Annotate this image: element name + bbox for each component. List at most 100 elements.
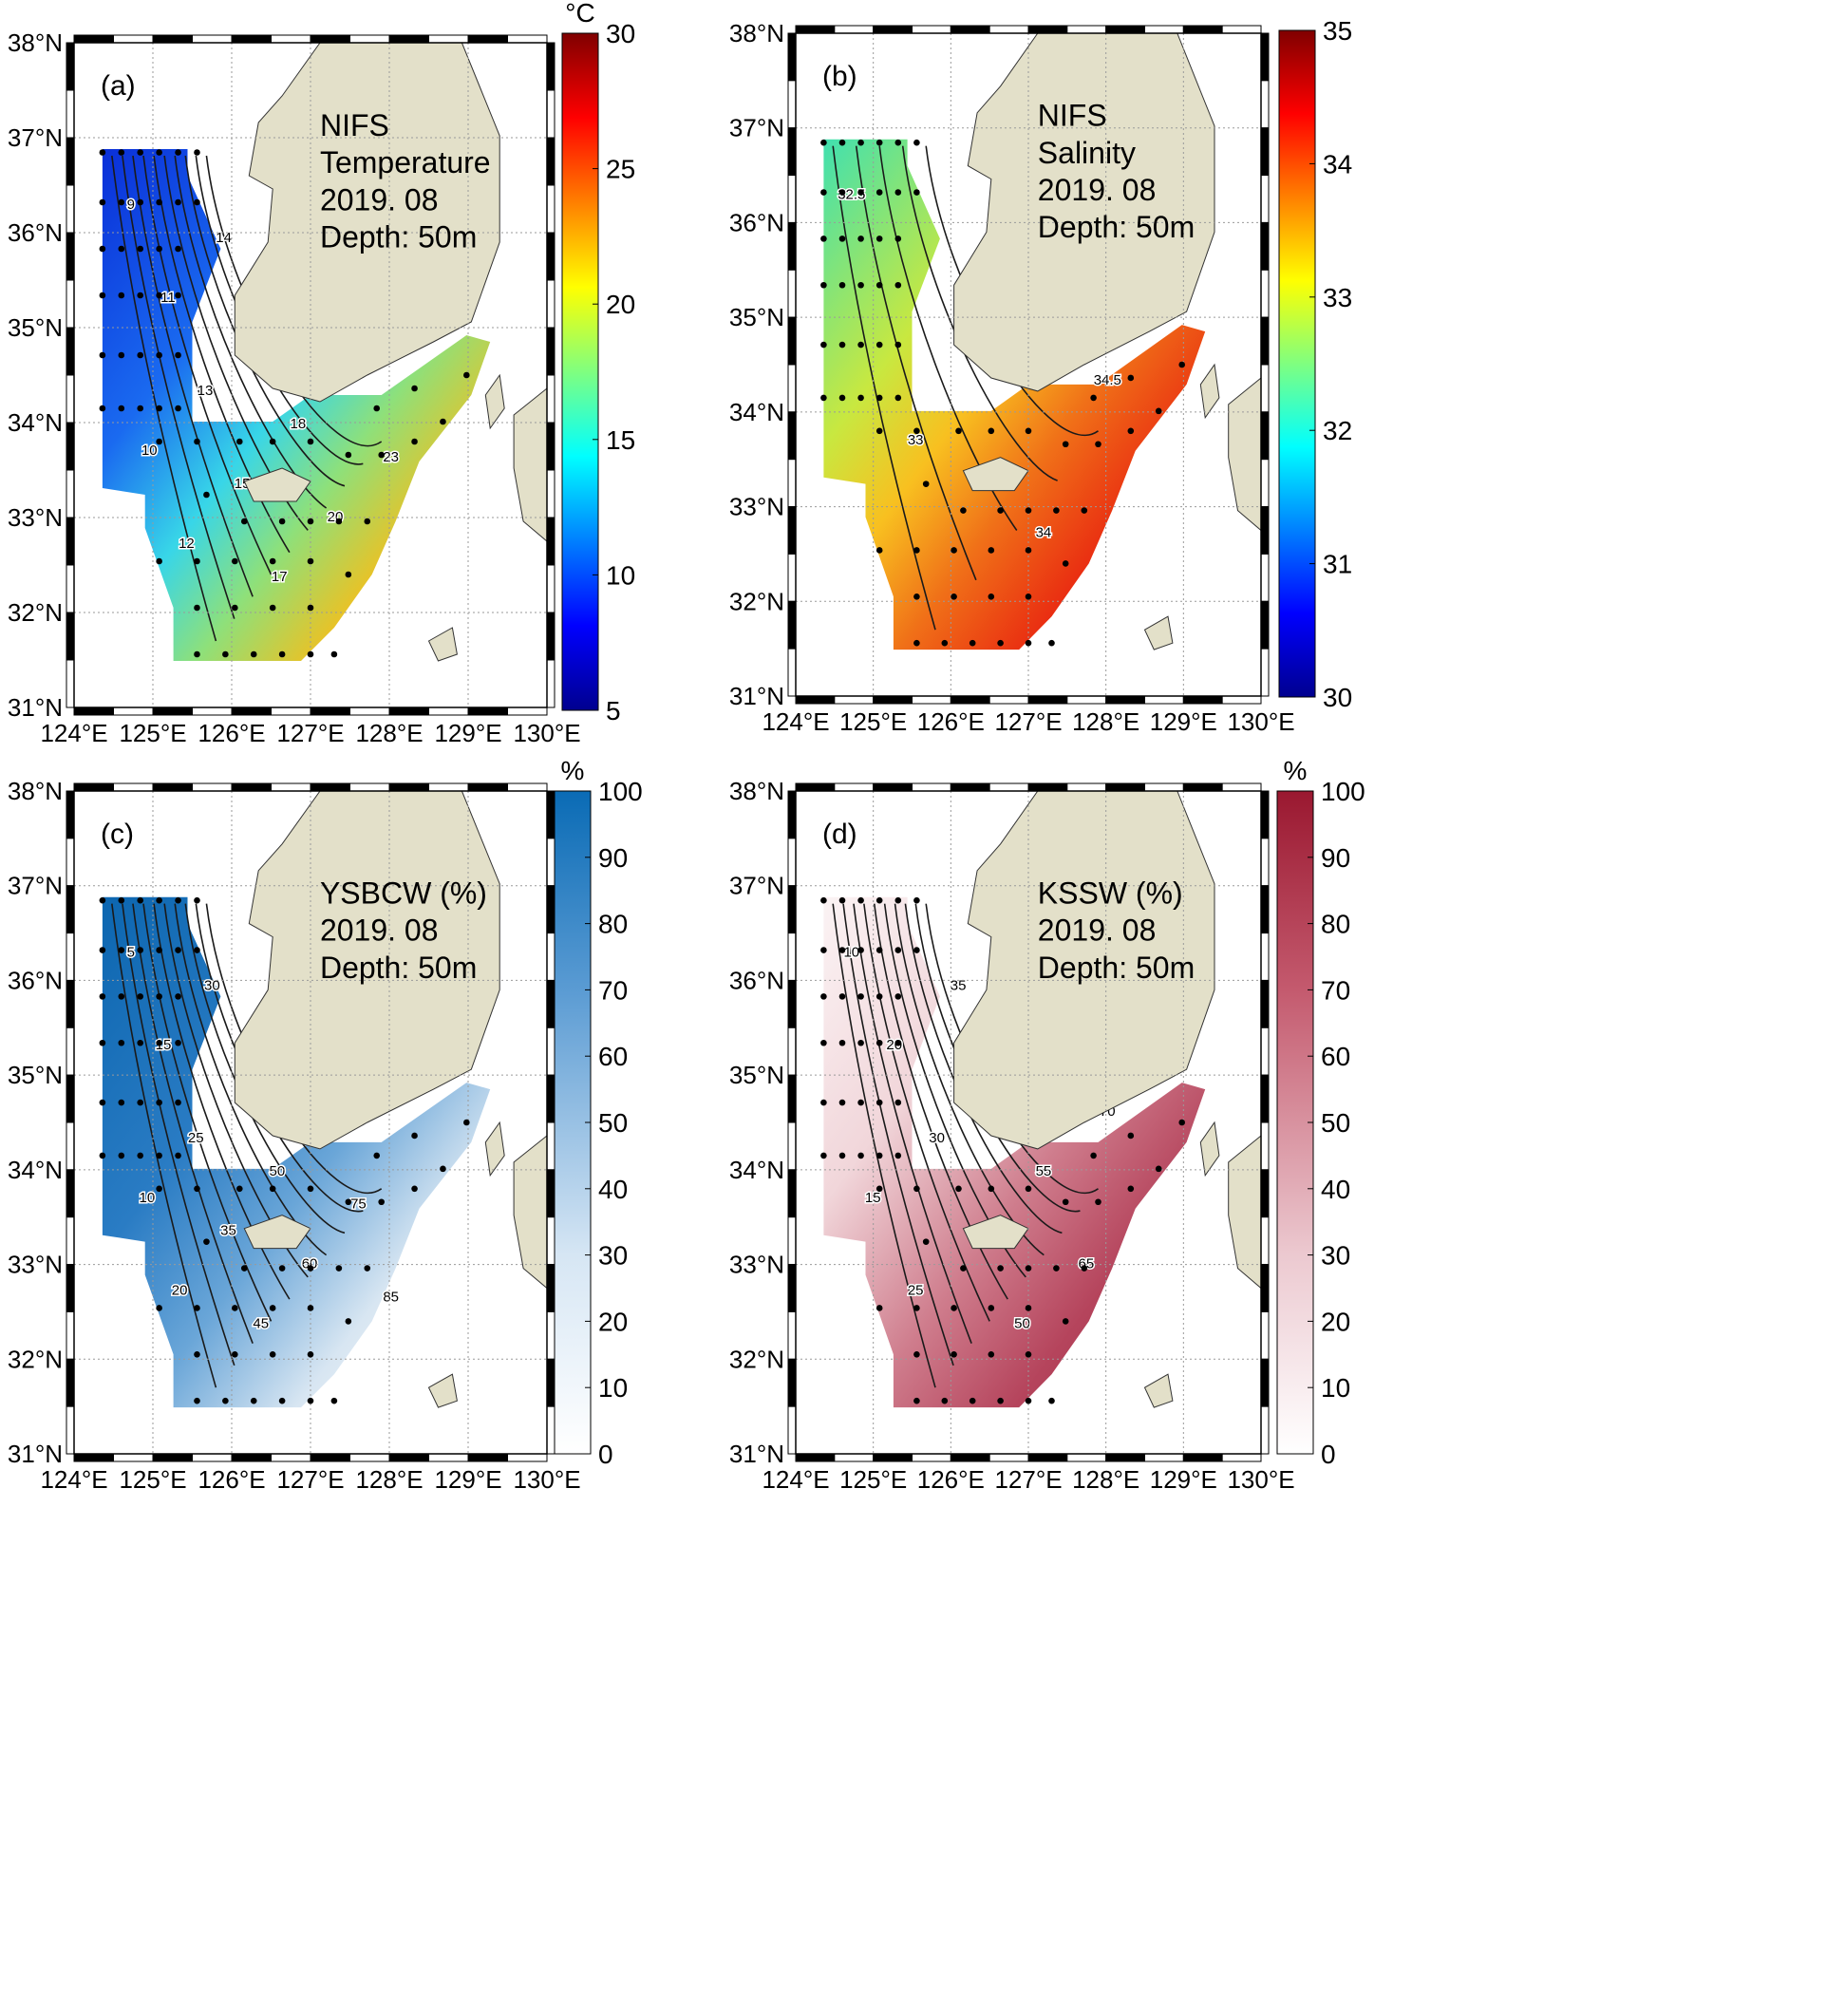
station-dot bbox=[913, 189, 920, 196]
station-dot bbox=[894, 1099, 902, 1106]
station-dot bbox=[857, 993, 864, 1000]
station-dot bbox=[913, 896, 920, 904]
station-dot bbox=[411, 385, 418, 392]
station-dot bbox=[838, 993, 846, 1000]
colorbar-tick-label: 32 bbox=[1323, 416, 1352, 445]
station-dot bbox=[1053, 1265, 1060, 1272]
station-dot bbox=[997, 639, 1004, 647]
station-dot bbox=[857, 341, 864, 349]
station-dot bbox=[988, 1351, 995, 1358]
station-dot bbox=[156, 1152, 162, 1159]
colorbar-tick-label: 10 bbox=[1321, 1373, 1350, 1403]
station-dot bbox=[1062, 1198, 1069, 1206]
station-dot bbox=[1090, 1152, 1097, 1159]
land-island bbox=[1143, 615, 1174, 650]
station-dot bbox=[203, 491, 210, 499]
land-tsushima bbox=[1199, 363, 1220, 420]
land-island bbox=[427, 1373, 458, 1408]
station-dot bbox=[236, 1185, 243, 1193]
station-dot bbox=[969, 1397, 976, 1404]
panel-label: (d) bbox=[822, 819, 857, 850]
station-dot bbox=[955, 427, 962, 435]
station-dot bbox=[913, 639, 920, 647]
colorbar-tick-label: 40 bbox=[598, 1175, 628, 1204]
station-dot bbox=[99, 1152, 106, 1159]
lon-tick-label: 128°E bbox=[355, 719, 423, 747]
lat-tick-label: 36°N bbox=[8, 966, 63, 994]
station-dot bbox=[951, 1305, 957, 1311]
lat-tick-label: 32°N bbox=[8, 598, 63, 627]
station-dot bbox=[922, 480, 930, 487]
station-dot bbox=[330, 1397, 338, 1404]
field-shading bbox=[102, 149, 491, 661]
station-dot bbox=[118, 1039, 125, 1046]
station-dot bbox=[857, 281, 864, 289]
station-dot bbox=[1178, 361, 1185, 368]
contour-label: 10 bbox=[843, 945, 859, 961]
station-dot bbox=[278, 1397, 286, 1404]
station-dot bbox=[269, 1185, 276, 1193]
colorbar-tick-label: 34 bbox=[1323, 149, 1352, 179]
station-dot bbox=[988, 593, 995, 600]
station-dot bbox=[875, 341, 883, 349]
station-dot bbox=[838, 896, 846, 904]
station-dot bbox=[99, 351, 106, 359]
station-dot bbox=[137, 896, 144, 904]
station-dot bbox=[137, 245, 144, 253]
station-dot bbox=[894, 947, 902, 953]
contour-label: 5 bbox=[127, 945, 135, 961]
panel-annotation: Depth: 50m bbox=[1038, 951, 1195, 985]
station-dot bbox=[175, 198, 181, 206]
graticule bbox=[74, 791, 547, 1454]
station-dot bbox=[99, 292, 106, 299]
lat-tick-label: 37°N bbox=[8, 123, 63, 152]
station-dot bbox=[118, 405, 125, 412]
lat-tick-label: 37°N bbox=[729, 872, 784, 900]
land-korea bbox=[234, 42, 500, 403]
station-dot bbox=[1081, 1265, 1088, 1272]
station-dot bbox=[137, 1099, 144, 1106]
station-dot bbox=[269, 604, 276, 612]
station-dot bbox=[913, 1397, 920, 1404]
station-dot bbox=[307, 438, 314, 445]
contour-label: 10 bbox=[141, 443, 158, 459]
station-dot bbox=[1025, 427, 1032, 435]
lon-tick-label: 124°E bbox=[762, 1465, 829, 1494]
lon-tick-label: 128°E bbox=[1072, 1465, 1139, 1494]
panel-annotation: 2019. 08 bbox=[1038, 173, 1157, 207]
colorbar-tick-label: 50 bbox=[1321, 1108, 1350, 1138]
colorbar-tick-label: 25 bbox=[606, 155, 635, 184]
station-dot bbox=[307, 1305, 314, 1311]
station-dot bbox=[194, 149, 200, 156]
contour-label: 50 bbox=[269, 1163, 285, 1179]
station-dot bbox=[137, 1039, 144, 1046]
station-dot bbox=[838, 394, 846, 402]
station-dot bbox=[1062, 441, 1069, 448]
station-dot bbox=[156, 149, 162, 156]
station-dot bbox=[1025, 639, 1032, 647]
lat-tick-label: 32°N bbox=[729, 587, 784, 615]
contour-label: 35 bbox=[220, 1223, 236, 1239]
station-dot bbox=[1062, 560, 1069, 567]
station-dot bbox=[307, 518, 314, 525]
panel-annotation: 2019. 08 bbox=[320, 914, 439, 948]
lon-tick-label: 129°E bbox=[434, 719, 501, 747]
land-jeju bbox=[243, 1215, 311, 1250]
station-dot bbox=[411, 1185, 418, 1193]
lon-tick-label: 127°E bbox=[276, 1465, 344, 1494]
lat-tick-label: 38°N bbox=[729, 777, 784, 805]
colorbar-tick-label: 15 bbox=[606, 425, 635, 455]
station-dot bbox=[345, 571, 352, 578]
station-dot bbox=[875, 1099, 883, 1106]
contour-label: 15 bbox=[235, 476, 251, 492]
station-dot bbox=[307, 604, 314, 612]
station-dot bbox=[250, 1397, 257, 1404]
station-dot bbox=[269, 557, 276, 565]
colorbar-tick-label: 40 bbox=[1321, 1175, 1350, 1204]
contour-label: 23 bbox=[383, 449, 399, 465]
station-dot bbox=[969, 639, 976, 647]
station-dot bbox=[156, 993, 162, 1000]
station-dot bbox=[269, 1351, 276, 1358]
station-dot bbox=[857, 947, 864, 953]
